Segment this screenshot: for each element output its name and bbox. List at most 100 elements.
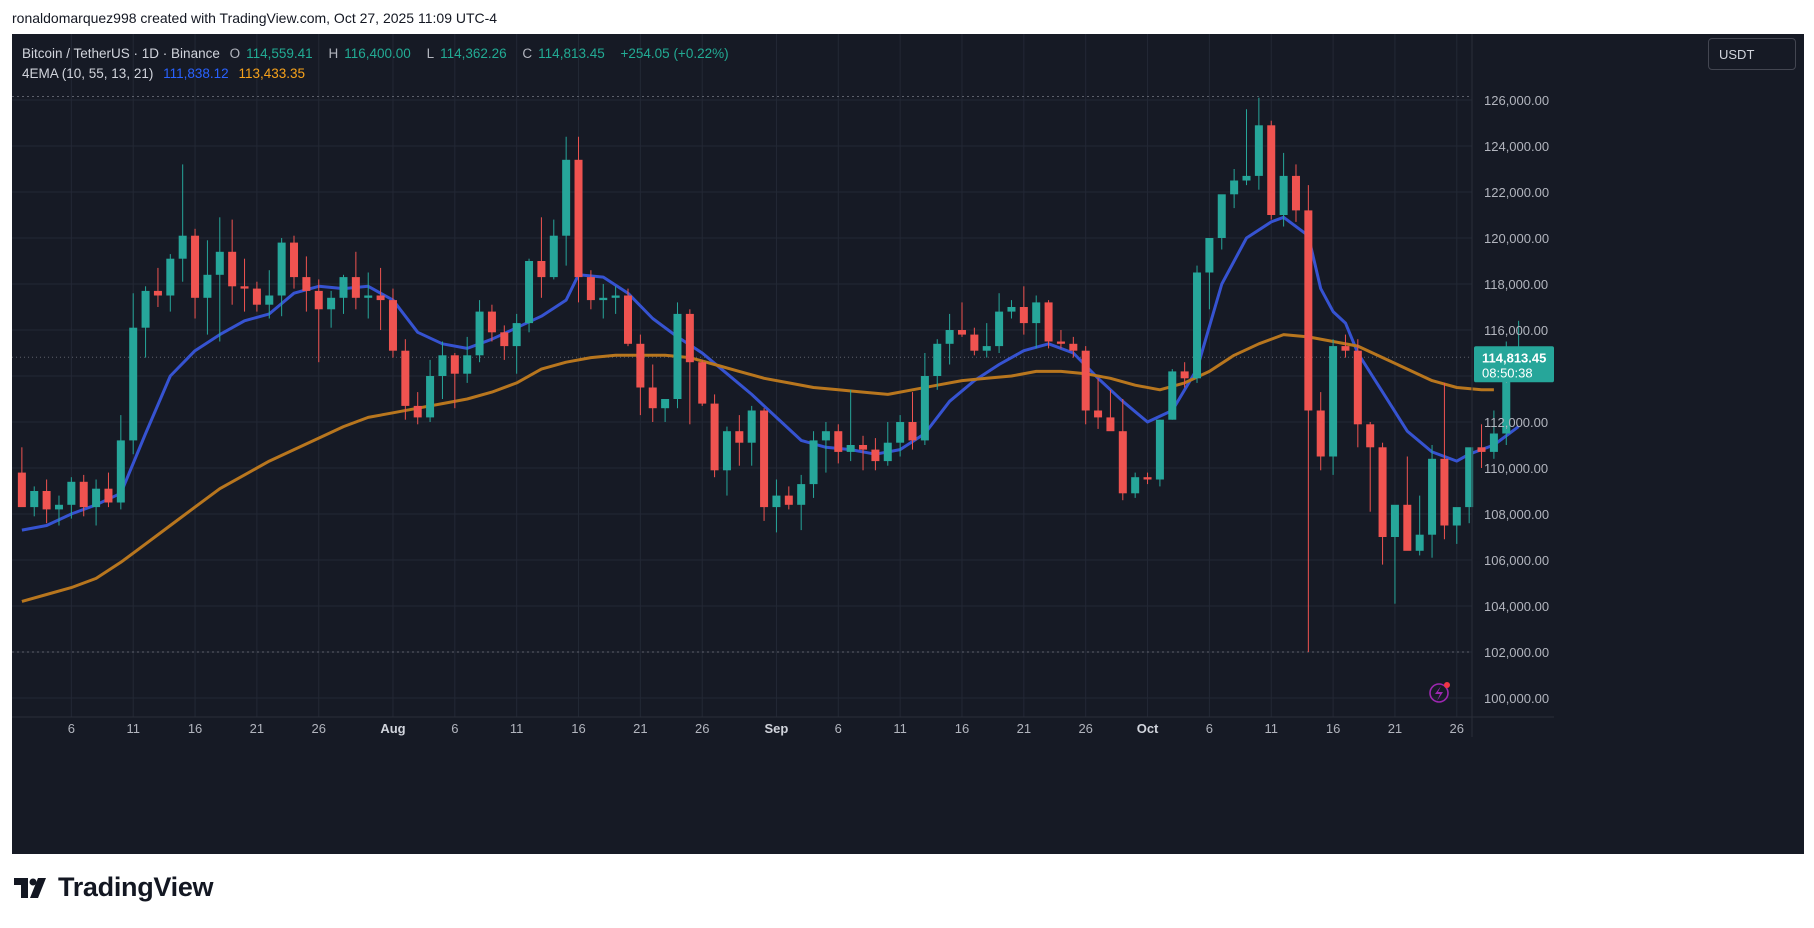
candle-down[interactable] — [240, 286, 249, 289]
candle-up[interactable] — [265, 295, 274, 305]
candle-up[interactable] — [364, 295, 373, 298]
candle-down[interactable] — [859, 445, 868, 450]
currency-button[interactable]: USDT — [1708, 38, 1796, 70]
candle-up[interactable] — [1428, 458, 1437, 535]
candle-up[interactable] — [30, 491, 39, 508]
candle-up[interactable] — [1230, 180, 1239, 195]
candle-down[interactable] — [537, 261, 546, 278]
candle-up[interactable] — [166, 258, 175, 296]
candle-down[interactable] — [648, 387, 657, 409]
candle-up[interactable] — [141, 290, 150, 328]
candle-down[interactable] — [252, 288, 261, 305]
candle-up[interactable] — [1279, 175, 1288, 215]
candle-up[interactable] — [846, 445, 855, 452]
candle-down[interactable] — [1044, 302, 1053, 342]
legend-indicator-row[interactable]: 4EMA (10, 55, 13, 21) 111,838.12 113,433… — [22, 64, 735, 84]
candle-up[interactable] — [1155, 419, 1164, 480]
candle-up[interactable] — [1242, 175, 1251, 181]
candle-down[interactable] — [1019, 307, 1028, 324]
candle-down[interactable] — [698, 362, 707, 404]
candle-down[interactable] — [1118, 431, 1127, 494]
candle-up[interactable] — [1007, 307, 1016, 312]
candle-up[interactable] — [339, 277, 348, 298]
candle-up[interactable] — [1193, 272, 1202, 379]
candle-up[interactable] — [327, 297, 336, 310]
candle-down[interactable] — [685, 313, 694, 363]
candle-down[interactable] — [871, 449, 880, 462]
candle-down[interactable] — [1056, 341, 1065, 344]
candle-up[interactable] — [562, 159, 571, 236]
candle-down[interactable] — [1477, 447, 1486, 452]
candle-down[interactable] — [1353, 350, 1362, 425]
candle-down[interactable] — [104, 488, 113, 503]
candle-down[interactable] — [1341, 346, 1350, 351]
candle-down[interactable] — [1267, 125, 1276, 215]
candle-down[interactable] — [834, 431, 843, 452]
candle-down[interactable] — [79, 481, 88, 508]
candle-up[interactable] — [1168, 371, 1177, 420]
candle-up[interactable] — [549, 235, 558, 278]
candle-down[interactable] — [1403, 504, 1412, 551]
candle-up[interactable] — [426, 376, 435, 418]
candle-up[interactable] — [883, 442, 892, 462]
candle-down[interactable] — [302, 277, 311, 291]
candle-up[interactable] — [512, 323, 521, 347]
candle-down[interactable] — [735, 431, 744, 443]
candle-up[interactable] — [67, 481, 76, 505]
candle-down[interactable] — [1378, 447, 1387, 537]
tradingview-logo[interactable]: TradingView — [14, 872, 214, 903]
candle-down[interactable] — [500, 332, 509, 347]
candle-down[interactable] — [228, 251, 237, 287]
candle-up[interactable] — [54, 504, 63, 510]
candle-up[interactable] — [1465, 447, 1474, 508]
candle-down[interactable] — [191, 235, 200, 298]
candle-down[interactable] — [1081, 350, 1090, 411]
candle-up[interactable] — [661, 399, 670, 409]
candle-up[interactable] — [178, 235, 187, 259]
candle-up[interactable] — [809, 440, 818, 485]
candle-up[interactable] — [722, 431, 731, 471]
candle-up[interactable] — [92, 488, 101, 508]
candle-down[interactable] — [1180, 371, 1189, 379]
candle-up[interactable] — [1131, 477, 1140, 494]
candle-up[interactable] — [673, 313, 682, 399]
candle-up[interactable] — [129, 327, 138, 441]
candle-up[interactable] — [797, 484, 806, 505]
candle-down[interactable] — [1143, 477, 1152, 480]
candle-up[interactable] — [772, 495, 781, 508]
candle-up[interactable] — [277, 242, 286, 296]
candle-down[interactable] — [290, 242, 299, 278]
candle-up[interactable] — [599, 297, 608, 301]
candle-down[interactable] — [1366, 424, 1375, 448]
candle-down[interactable] — [376, 295, 385, 301]
candle-down[interactable] — [153, 290, 162, 296]
candle-down[interactable] — [970, 334, 979, 351]
candle-up[interactable] — [1452, 507, 1461, 526]
candle-down[interactable] — [351, 277, 360, 298]
candle-down[interactable] — [710, 403, 719, 471]
candle-up[interactable] — [821, 431, 830, 441]
candle-down[interactable] — [957, 330, 966, 335]
candle-down[interactable] — [314, 290, 323, 310]
candle-up[interactable] — [438, 355, 447, 376]
candle-up[interactable] — [995, 311, 1004, 347]
candle-down[interactable] — [487, 311, 496, 333]
candle-down[interactable] — [574, 159, 583, 278]
candle-down[interactable] — [450, 355, 459, 374]
candle-down[interactable] — [624, 295, 632, 344]
candle-up[interactable] — [1415, 534, 1424, 551]
candle-up[interactable] — [1489, 433, 1498, 452]
candle-down[interactable] — [1106, 417, 1115, 432]
candle-up[interactable] — [896, 422, 905, 443]
candle-down[interactable] — [401, 350, 410, 406]
candle-up[interactable] — [215, 251, 224, 275]
candle-up[interactable] — [1329, 346, 1338, 457]
candle-down[interactable] — [1291, 175, 1300, 211]
candle-down[interactable] — [636, 343, 645, 388]
candle-down[interactable] — [388, 300, 397, 351]
candle-down[interactable] — [908, 422, 917, 441]
candle-down[interactable] — [586, 277, 595, 301]
candle-up[interactable] — [1217, 194, 1226, 238]
candle-up[interactable] — [945, 330, 954, 344]
candle-up[interactable] — [1032, 302, 1041, 324]
